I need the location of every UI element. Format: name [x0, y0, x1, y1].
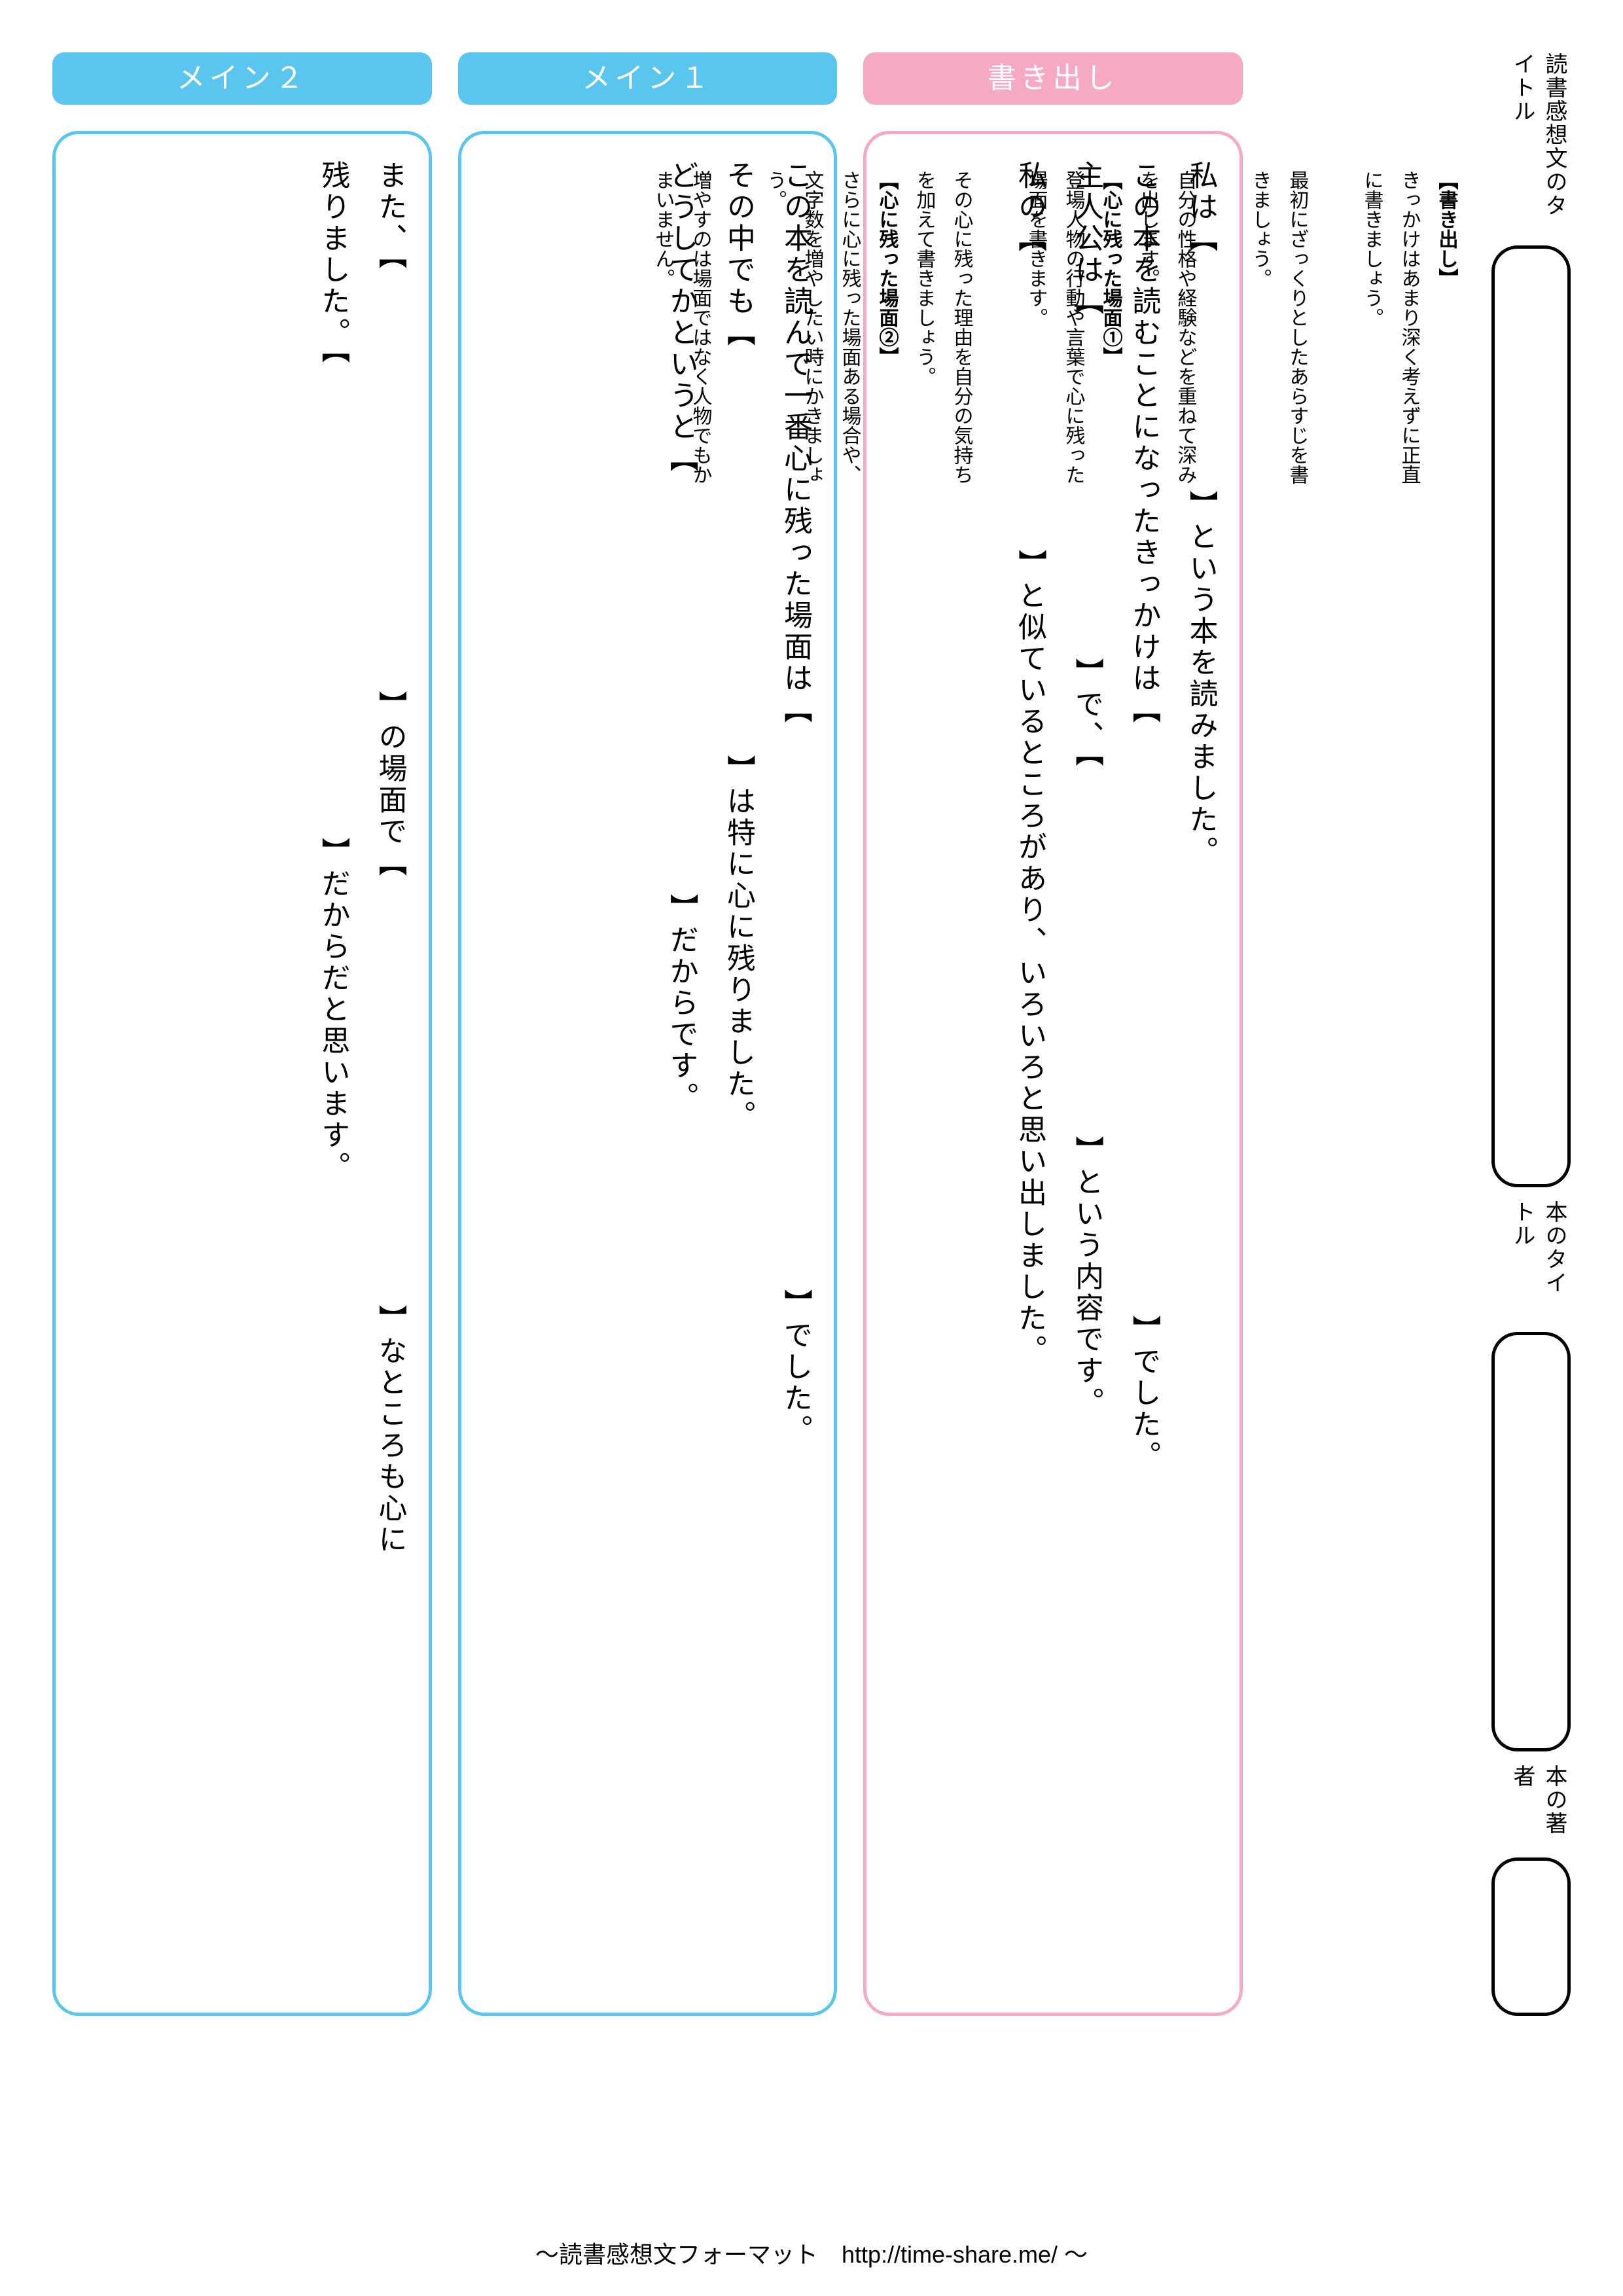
hint-block-3: 【心に残った場面②】 さらに心に残った場面ある場合や、 文字数を増やしたい時にか…	[645, 170, 906, 484]
hints-sidebar: 【書き出し】 きっかけはあまり深く考えずに正直 に書きましょう。 最初にざっくり…	[1269, 52, 1465, 2016]
book-info-column: 読書感想文のタイトル 本のタイトル 本の著者	[1491, 52, 1571, 2016]
tab-main-2: メイン２	[52, 52, 432, 105]
book-title-input-box[interactable]	[1491, 1332, 1571, 1751]
tab-main-1: メイン１	[458, 52, 838, 105]
author-input-box[interactable]	[1491, 1857, 1571, 2016]
author-label: 本の著者	[1491, 1765, 1571, 1840]
content-box-main-2[interactable]: また、【】の場面で【】なところも心に 残りました。【】だからだと思います。	[52, 131, 432, 2016]
essay-title-input-box[interactable]	[1491, 245, 1571, 1187]
tab-intro: 書き出し	[863, 52, 1243, 105]
page-footer: 〜読書感想文フォーマット http://time-share.me/ 〜	[0, 2236, 1623, 2270]
section-main-2: メイン２ また、【】の場面で【】なところも心に 残りました。【】だからだと思いま…	[52, 52, 432, 2016]
hint-heading-1: 【書き出し】	[1436, 170, 1457, 288]
hint-heading-3: 【心に残った場面②】	[876, 170, 898, 367]
book-title-label: 本のタイトル	[1491, 1200, 1571, 1313]
hint-block-2: 【心に残った場面①】 登場人物の行動や言葉で心に残った 場面を書きます。 その心…	[906, 170, 1130, 484]
hint-block-1: 【書き出し】 きっかけはあまり深く考えずに正直 に書きましょう。 最初にざっくり…	[1130, 170, 1465, 484]
main2-line-2: 残りました。【】だからだと思います。	[314, 160, 351, 1986]
essay-title-label: 読書感想文のタイトル	[1491, 52, 1571, 240]
hint-heading-2: 【心に残った場面①】	[1100, 170, 1122, 367]
main2-line-1: また、【】の場面で【】なところも心に	[371, 160, 408, 1986]
